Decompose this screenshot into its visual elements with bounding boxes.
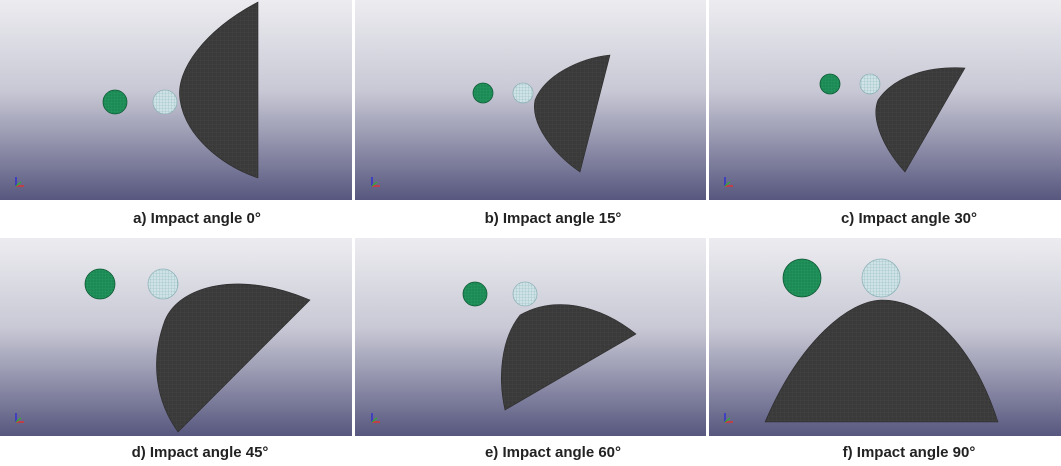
projectile (463, 282, 487, 306)
projectile-mesh (153, 90, 177, 114)
projectile-mesh (513, 83, 533, 103)
caption: b) Impact angle 15° (485, 210, 622, 227)
projectile-mesh (860, 74, 880, 94)
caption: c) Impact angle 30° (841, 210, 977, 227)
projectile (103, 90, 127, 114)
caption: d) Impact angle 45° (132, 444, 269, 461)
figure: a) Impact angle 0° b) Impact angle 15° c… (0, 0, 1061, 466)
projectile (85, 269, 115, 299)
caption: a) Impact angle 0° (133, 210, 261, 227)
caption: f) Impact angle 90° (843, 444, 976, 461)
projectile-mesh (513, 282, 537, 306)
projectile (820, 74, 840, 94)
projectile (473, 83, 493, 103)
projectile-mesh (148, 269, 178, 299)
caption: e) Impact angle 60° (485, 444, 621, 461)
projectile-mesh (862, 259, 900, 297)
projectile (783, 259, 821, 297)
